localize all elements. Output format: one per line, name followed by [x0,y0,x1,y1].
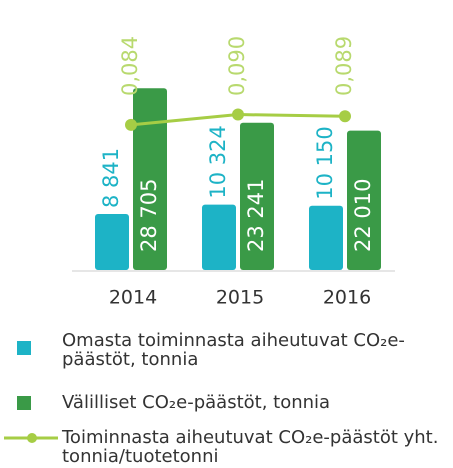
data-label: 10 324 [206,125,230,198]
bar [347,130,381,270]
legend-label: Omasta toiminnasta aiheutuvat CO₂e-pääst… [62,330,405,370]
data-label: 22 010 [351,179,375,252]
data-label: 28 705 [137,179,161,252]
data-label: 0,089 [332,36,356,96]
line-marker [339,110,351,123]
data-label: 10 150 [313,126,337,199]
legend-swatch [17,396,31,410]
x-tick-label: 2014 [109,287,157,309]
data-label: 23 241 [244,179,268,252]
data-label: 0,090 [225,36,249,96]
legend-label: Toiminnasta aiheutuvat CO₂e-päästöt yht.… [62,427,439,467]
x-tick-label: 2015 [216,287,264,309]
bar [240,122,274,270]
data-label: 0,084 [118,36,142,96]
bar [95,214,129,270]
line-marker [232,108,244,121]
bar [133,88,167,271]
bar [309,205,343,270]
data-label: 8 841 [99,148,123,208]
line-marker [125,118,137,131]
legend-label: Välilliset CO₂e-päästöt, tonnia [62,392,331,413]
x-tick-label: 2016 [323,287,371,309]
legend-marker [27,433,37,443]
legend-swatch [17,341,31,355]
bar [202,204,236,270]
